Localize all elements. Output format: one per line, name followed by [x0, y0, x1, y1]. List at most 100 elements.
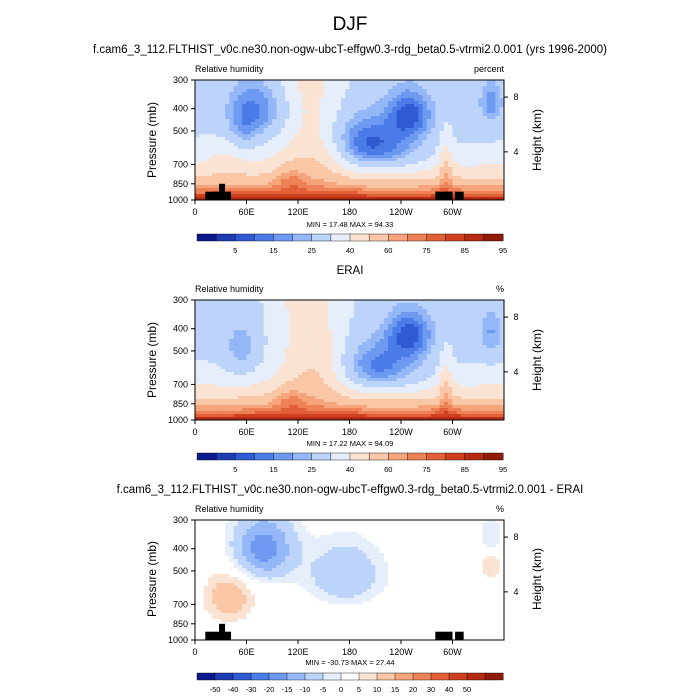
field-cell — [272, 95, 277, 99]
field-cell — [272, 89, 277, 93]
field-cell — [259, 149, 265, 153]
field-cell — [280, 351, 286, 355]
field-cell — [199, 318, 204, 322]
field-cell — [409, 327, 415, 331]
field-cell — [332, 158, 338, 162]
field-cell — [319, 303, 325, 307]
field-cell — [370, 312, 376, 316]
field-cell — [353, 83, 359, 87]
field-cell — [298, 339, 303, 343]
field-cell — [229, 300, 235, 304]
field-cell — [340, 140, 346, 144]
field-cell — [375, 306, 380, 310]
field-cell — [220, 155, 226, 159]
field-cell — [276, 354, 282, 358]
field-cell — [199, 95, 204, 99]
field-cell — [242, 357, 247, 361]
field-cell — [448, 86, 453, 90]
field-cell — [293, 188, 299, 192]
field-cell — [293, 170, 299, 174]
panel-erai: ERAI Relative humidity % 300400500700850… — [145, 265, 544, 474]
field-cell — [267, 149, 273, 153]
field-cell — [242, 185, 247, 189]
field-cell — [396, 360, 402, 364]
field-cell — [302, 140, 307, 144]
field-cell — [259, 354, 265, 358]
field-cell — [366, 354, 372, 358]
field-cell — [237, 92, 243, 96]
field-cell — [250, 116, 256, 120]
field-cell — [237, 101, 243, 105]
field-cell — [362, 315, 368, 319]
field-cell — [405, 369, 410, 373]
field-cell — [336, 333, 342, 337]
field-cell — [401, 131, 406, 135]
field-cell — [461, 116, 466, 120]
field-cell — [319, 375, 325, 379]
field-cell — [207, 137, 213, 141]
field-cell — [199, 182, 204, 186]
field-cell — [353, 312, 359, 316]
field-cell — [478, 80, 483, 84]
field-cell — [362, 327, 368, 331]
field-cell — [370, 137, 376, 141]
field-cell — [499, 86, 505, 90]
field-cell — [259, 399, 265, 403]
field-cell — [233, 318, 239, 322]
field-cell — [298, 387, 303, 391]
field-cell — [328, 110, 333, 114]
field-cell — [242, 167, 247, 171]
field-cell — [370, 306, 376, 310]
field-cell — [280, 146, 286, 150]
field-cell — [263, 399, 269, 403]
field-cell — [315, 80, 320, 84]
field-cell — [486, 95, 492, 99]
field-cell — [486, 83, 492, 87]
field-cell — [220, 161, 226, 165]
field-cell — [280, 176, 286, 180]
field-cell — [323, 378, 329, 382]
field-cell — [246, 327, 252, 331]
field-cell — [263, 173, 269, 177]
field-cell — [383, 125, 389, 129]
field-cell — [216, 113, 222, 117]
field-cell — [220, 375, 226, 379]
field-cell — [366, 357, 372, 361]
field-cell — [486, 140, 492, 144]
field-cell — [383, 131, 389, 135]
field-cell — [323, 194, 329, 198]
field-cell — [379, 125, 385, 129]
field-cell — [336, 89, 342, 93]
field-cell — [358, 348, 363, 352]
field-cell — [340, 300, 346, 304]
field-cell — [396, 116, 402, 120]
field-cell — [409, 360, 415, 364]
field-cell — [302, 167, 307, 171]
field-cell — [405, 363, 410, 367]
field-cell — [216, 188, 222, 192]
field-cell — [310, 375, 316, 379]
field-cell — [431, 149, 436, 153]
field-cell — [203, 185, 209, 189]
field-cell — [426, 185, 432, 189]
field-cell — [216, 321, 222, 325]
field-cell — [353, 381, 359, 385]
field-cell — [349, 387, 355, 391]
field-cell — [358, 378, 363, 382]
field-cell — [443, 161, 449, 165]
field-cell — [396, 345, 402, 349]
field-cell — [379, 191, 385, 195]
field-cell — [276, 116, 282, 120]
field-cell — [280, 345, 286, 349]
field-cell — [358, 161, 363, 165]
field-cell — [482, 158, 488, 162]
field-cell — [225, 390, 230, 394]
field-cell — [465, 149, 471, 153]
field-cell — [345, 185, 350, 189]
field-cell — [426, 170, 432, 174]
field-cell — [199, 131, 204, 135]
field-cell — [349, 146, 355, 150]
field-cell — [452, 83, 458, 87]
field-cell — [203, 128, 209, 132]
field-cell — [293, 414, 299, 418]
